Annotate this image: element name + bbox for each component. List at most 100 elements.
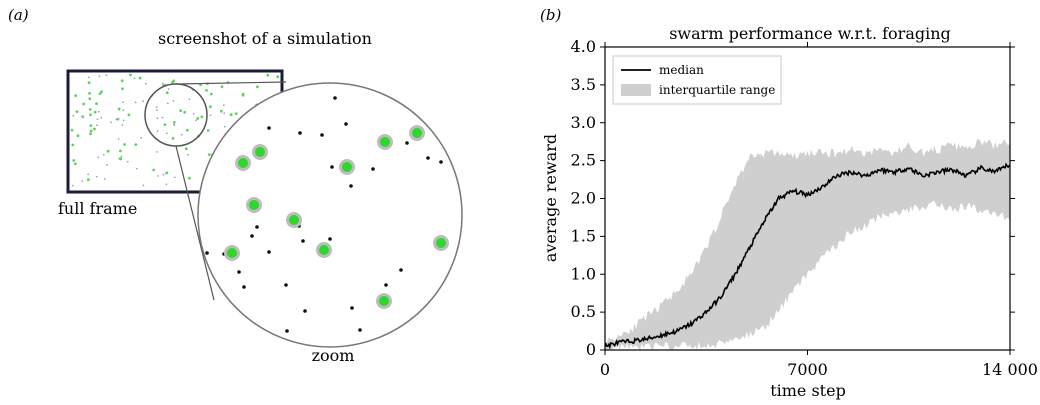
- frame-food-dot: [165, 171, 169, 175]
- y-tick-label: 3.0: [571, 113, 596, 132]
- frame-food-dot: [89, 129, 93, 133]
- frame-food-dot: [70, 128, 74, 132]
- frame-agent-dot: [97, 110, 100, 113]
- zoom-agent-dot: [371, 167, 375, 171]
- x-tick-label: 14 000: [982, 360, 1038, 379]
- iqr-band: [605, 138, 1010, 350]
- zoom-label: zoom: [312, 346, 355, 365]
- iqr-band-layer: [605, 138, 1010, 350]
- frame-agent-dot: [102, 154, 105, 156]
- zoom-agent-dot: [399, 268, 403, 272]
- median-line-layer: [604, 162, 1011, 350]
- frame-food-dot: [172, 121, 176, 124]
- frame-food-dot: [171, 80, 175, 84]
- frame-food-dot: [87, 178, 90, 182]
- y-tick-label: 0.5: [571, 302, 596, 321]
- frame-food-dot: [229, 113, 233, 117]
- frame-agent-dot: [172, 100, 175, 102]
- frame-food-dot: [117, 107, 121, 111]
- panel-b-label: (b): [540, 6, 561, 24]
- zoom-food-dot: [412, 128, 422, 138]
- y-axis: 0 0.5 1.0 1.5 2.0 2.5 3.0 3.5 4.0: [571, 37, 1015, 359]
- frame-food-dot: [93, 110, 97, 114]
- frame-agent-dot: [110, 121, 112, 124]
- x-axis-label: time step: [770, 381, 846, 400]
- frame-food-dot: [256, 85, 259, 89]
- frame-agent-dot: [122, 119, 125, 122]
- frame-agent-dot: [133, 77, 136, 80]
- zoom-agent-dot: [358, 328, 362, 332]
- zoom-agent-dot: [267, 250, 271, 254]
- frame-food-dot: [116, 117, 120, 121]
- y-tick-label: 0: [586, 340, 596, 359]
- frame-agent-dot: [166, 102, 169, 105]
- frame-agent-dot: [223, 125, 226, 128]
- legend-iqr-label: interquartile range: [659, 83, 775, 97]
- frame-food-dot: [276, 75, 280, 78]
- frame-agent-dot: [106, 164, 108, 166]
- zoom-agent-dot: [439, 160, 443, 164]
- frame-food-dot: [88, 92, 91, 95]
- frame-agent-dot: [173, 124, 176, 126]
- frame-agent-dot: [122, 109, 125, 112]
- y-tick-label: 3.5: [571, 75, 596, 94]
- frame-food-dot: [171, 137, 175, 140]
- zoom-food-dot: [342, 162, 352, 172]
- y-tick-label: 4.0: [571, 37, 596, 56]
- zoom-food-dot: [319, 245, 329, 255]
- x-axis: 0 7000 14 000: [600, 42, 1038, 379]
- frame-agent-dot: [188, 98, 191, 101]
- frame-agent-dot: [95, 175, 98, 178]
- zoom-agent-dot: [242, 285, 246, 289]
- frame-food-dot: [71, 143, 75, 147]
- frame-agent-dot: [100, 116, 103, 119]
- frame-food-dot: [163, 123, 167, 126]
- y-tick-label: 2.0: [571, 189, 596, 208]
- zoom-agent-dot: [405, 141, 409, 145]
- zoom-agent-dot: [285, 329, 289, 333]
- panel-b: (b) swarm performance w.r.t. foraging 00…: [540, 6, 1038, 400]
- frame-food-dot: [220, 85, 224, 89]
- frame-food-dot: [100, 90, 103, 93]
- zoom-food-dot: [379, 296, 389, 306]
- frame-agent-dot: [71, 184, 74, 187]
- y-tick-label: 1.5: [571, 226, 596, 245]
- frame-agent-dot: [180, 133, 183, 136]
- frame-food-dot: [93, 127, 96, 131]
- frame-food-dot: [76, 134, 80, 138]
- frame-agent-dot: [162, 84, 164, 86]
- frame-agent-dot: [121, 124, 124, 126]
- frame-agent-dot: [122, 101, 124, 104]
- frame-agent-dot: [223, 104, 225, 106]
- zoom-food-dot: [380, 137, 390, 147]
- frame-food-dot: [138, 76, 142, 80]
- x-tick-label: 0: [600, 360, 610, 379]
- frame-food-dot: [98, 92, 102, 95]
- frame-food-dot: [165, 91, 169, 95]
- frame-food-dot: [234, 112, 238, 115]
- frame-food-dot: [209, 105, 212, 109]
- frame-agent-dot: [161, 82, 164, 85]
- frame-agent-dot: [105, 74, 108, 77]
- zoom-agent-dot: [301, 239, 305, 243]
- frame-food-dot: [75, 110, 79, 113]
- frame-food-dot: [219, 109, 223, 113]
- frame-food-dot: [205, 89, 208, 92]
- legend: median interquartile range: [612, 55, 782, 105]
- zoom-agent-dot: [298, 131, 302, 135]
- frame-food-dot: [118, 157, 122, 161]
- frame-agent-dot: [165, 183, 168, 186]
- frame-agent-dot: [167, 88, 170, 90]
- frame-agent-dot: [120, 155, 123, 158]
- frame-agent-dot: [96, 124, 98, 127]
- legend-median-label: median: [659, 63, 704, 77]
- y-axis-label: average reward: [541, 134, 560, 262]
- frame-food-dot: [89, 113, 92, 117]
- zoom-food-dot: [255, 147, 265, 157]
- frame-agent-dot: [81, 180, 84, 183]
- frame-agent-dot: [173, 176, 176, 179]
- panel-a: (a) screenshot of a simulation full fram…: [8, 6, 463, 365]
- frame-agent-dot: [156, 109, 158, 112]
- frame-agent-dot: [98, 75, 101, 78]
- zoom-agent-dot: [350, 306, 354, 310]
